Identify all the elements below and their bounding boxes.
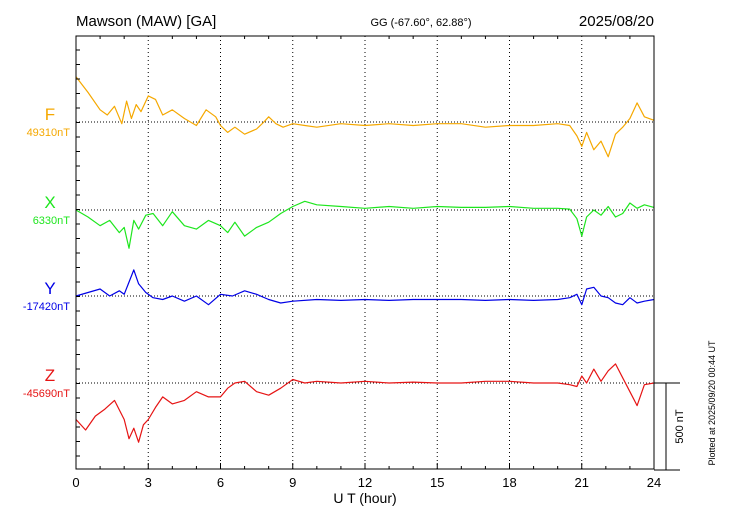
x-tick-label: 9: [289, 475, 296, 490]
x-tick-label: 18: [502, 475, 516, 490]
x-tick-label: 15: [430, 475, 444, 490]
baseline-value-X: 6330nT: [33, 215, 71, 227]
scale-bar: 500 nT: [654, 382, 686, 471]
scale-bar-label: 500 nT: [674, 409, 686, 444]
traces: [75, 76, 655, 443]
x-tick-label: 6: [217, 475, 224, 490]
trace-X: [75, 200, 655, 249]
x-tick-label: 3: [145, 475, 152, 490]
baseline-value-F: 49310nT: [27, 127, 71, 139]
series-name-X: X: [44, 193, 55, 212]
grid-lines: [147, 36, 583, 469]
x-axis-ticks: 0 3 6 9 12 15 18 21 24: [72, 36, 661, 490]
baseline-value-Z: -45690nT: [23, 388, 70, 400]
x-tick-label: 12: [358, 475, 372, 490]
x-tick-label: 0: [72, 475, 79, 490]
trace-Z: [75, 363, 655, 443]
series-labels: F 49310nT X 6330nT Y -17420nT Z -45690nT: [23, 105, 70, 400]
plotted-at-label: Plotted at 2025/09/20 00:44 UT: [707, 340, 717, 466]
trace-Y: [75, 269, 655, 306]
x-axis-label: U T (hour): [333, 490, 396, 506]
trace-F: [75, 76, 655, 158]
x-tick-label: 24: [647, 475, 661, 490]
coordinates-label: GG (-67.60°, 62.88°): [370, 17, 471, 29]
series-name-F: F: [45, 105, 55, 124]
station-title: Mawson (MAW) [GA]: [76, 13, 216, 30]
date-label: 2025/08/20: [579, 13, 654, 30]
series-name-Y: Y: [44, 279, 55, 298]
baseline-value-Y: -17420nT: [23, 301, 70, 313]
x-tick-label: 21: [575, 475, 589, 490]
series-name-Z: Z: [45, 366, 55, 385]
